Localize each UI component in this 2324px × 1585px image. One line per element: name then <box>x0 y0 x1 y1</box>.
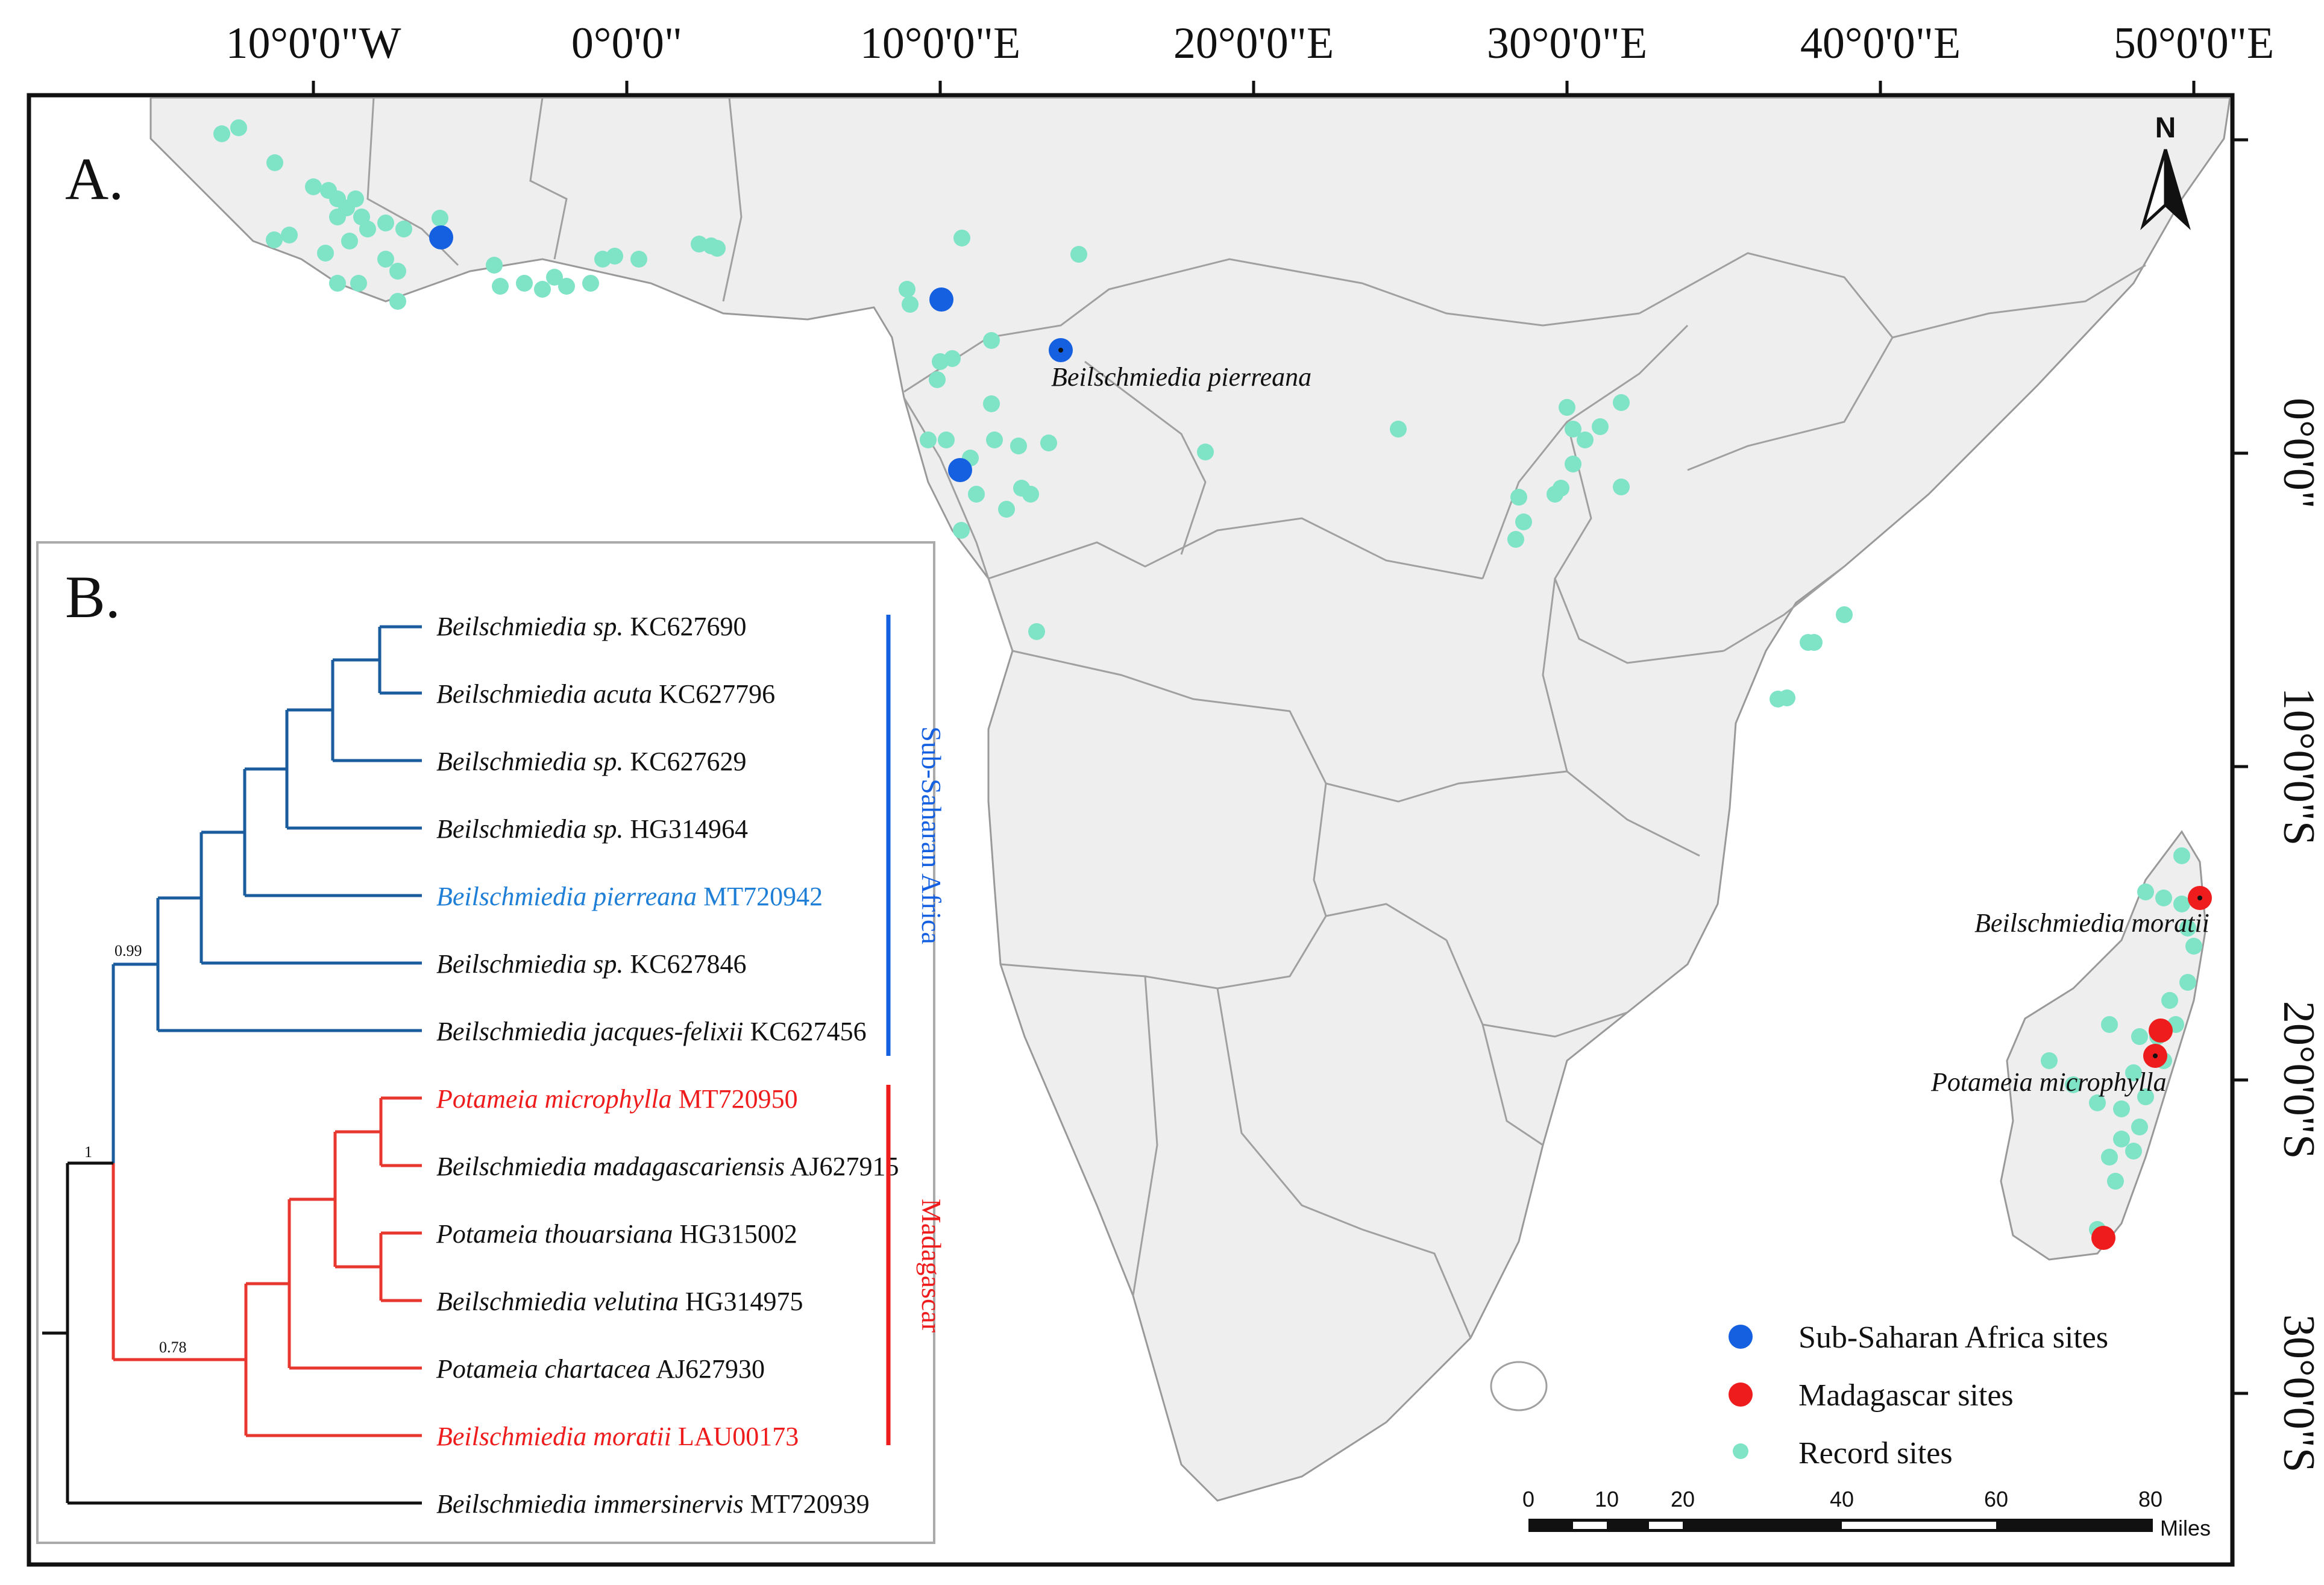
lon-label: 10°0'0"W <box>226 19 401 68</box>
scale-tick: 80 <box>2138 1487 2162 1511</box>
support-value: 0.78 <box>159 1339 187 1356</box>
tip-label: Beilschmiedia immersinervis MT720939 <box>436 1489 870 1519</box>
site-ssa-3 <box>948 458 972 482</box>
panel-a-label: A. <box>65 145 124 212</box>
tip-label: Beilschmiedia sp. HG314964 <box>436 814 748 844</box>
tree-branches-outgroup <box>42 1161 422 1505</box>
support-value: 1 <box>84 1143 92 1161</box>
tip-label: Beilschmiedia sp. KC627846 <box>436 949 747 979</box>
legend-swatch-ssa <box>1729 1325 1753 1349</box>
panel-b-label: B. <box>65 563 121 630</box>
legend-swatch-madagascar <box>1729 1383 1753 1407</box>
lat-label: 30°0'0"S <box>2274 1314 2323 1472</box>
tip-label: Beilschmiedia jacques-felixii KC627456 <box>436 1017 867 1046</box>
legend-swatch-record <box>1733 1443 1748 1459</box>
tip-label-highlight: Beilschmiedia pierreana MT720942 <box>436 882 823 911</box>
legend-label-ssa: Sub-Saharan Africa sites <box>1798 1320 2108 1355</box>
callout-pierreana: Beilschmiedia pierreana <box>1051 362 1311 392</box>
top-axis-labels: 10°0'0"W 0°0'0" 10°0'0"E 20°0'0"E 30°0'0… <box>226 19 2275 68</box>
site-ssa-1 <box>429 225 453 250</box>
lon-label: 30°0'0"E <box>1487 19 1647 68</box>
top-axis <box>312 81 2196 95</box>
lon-label: 20°0'0"E <box>1173 19 1334 68</box>
madagascar-sites <box>2091 886 2212 1250</box>
tip-labels: Beilschmiedia sp. KC627690 Beilschmiedia… <box>436 612 899 1519</box>
legend-label-record: Record sites <box>1798 1436 1953 1470</box>
lon-label: 0°0'0" <box>571 19 682 68</box>
north-arrow-icon: N <box>2140 112 2191 230</box>
callout-moratii: Beilschmiedia moratii <box>1974 908 2209 938</box>
clade-label-sub-saharan: Sub-Saharan Africa <box>916 726 947 944</box>
madagascar-landmass <box>2000 830 2207 1261</box>
legend-label-madagascar: Madagascar sites <box>1798 1378 2014 1413</box>
tip-label: Beilschmiedia sp. KC627629 <box>436 747 747 776</box>
legend: Sub-Saharan Africa sites Madagascar site… <box>1729 1320 2108 1470</box>
tip-label: Beilschmiedia sp. KC627690 <box>436 612 747 641</box>
lat-label: 10°0'0"S <box>2274 688 2323 846</box>
scale-tick: 20 <box>1671 1487 1695 1511</box>
tip-label: Beilschmiedia madagascariensis AJ627915 <box>436 1152 899 1181</box>
scale-tick: 60 <box>1984 1487 2008 1511</box>
tip-label: Beilschmiedia acuta KC627796 <box>436 679 775 709</box>
phylogeny-panel-b: B. <box>36 541 947 1544</box>
sub-saharan-sites <box>429 225 1073 482</box>
lon-label: 10°0'0"E <box>860 19 1020 68</box>
lon-label: 50°0'0"E <box>2114 19 2274 68</box>
callout-microphylla: Potameia microphylla <box>1930 1067 2167 1097</box>
country-borders <box>366 98 2146 1411</box>
lat-label: 20°0'0"S <box>2274 1001 2323 1159</box>
record-sites <box>213 119 2202 1238</box>
tip-label: Potameia chartacea AJ627930 <box>436 1354 765 1384</box>
scale-bar: 0 10 20 40 60 80 Miles <box>1522 1487 2211 1540</box>
lon-label: 40°0'0"E <box>1800 19 1961 68</box>
scale-unit: Miles <box>2160 1516 2211 1540</box>
scale-tick: 0 <box>1522 1487 1534 1511</box>
site-ssa-2 <box>929 287 953 312</box>
tree-branches-sub-saharan <box>111 625 422 1163</box>
scale-tick: 40 <box>1830 1487 1854 1511</box>
site-mad-2 <box>2091 1226 2115 1250</box>
tip-label: Beilschmiedia velutina HG314975 <box>436 1287 803 1316</box>
africa-landmass <box>149 98 2230 1502</box>
tip-label: Potameia thouarsiana HG315002 <box>436 1219 797 1249</box>
north-letter: N <box>2155 112 2176 144</box>
site-mad-1 <box>2149 1018 2173 1043</box>
panel-b-box <box>36 541 935 1544</box>
tip-label-highlight: Beilschmiedia moratii LAU00173 <box>436 1422 799 1451</box>
tip-label-highlight: Potameia microphylla MT720950 <box>436 1084 798 1114</box>
right-axis <box>2232 138 2248 1395</box>
map-panel-a <box>149 98 2230 1502</box>
clade-label-madagascar: Madagascar <box>916 1199 947 1332</box>
right-axis-labels: 0°0'0" 10°0'0"S 20°0'0"S 30°0'0"S <box>2274 398 2323 1472</box>
tree-branches-madagascar <box>111 1096 422 1437</box>
scale-tick: 10 <box>1595 1487 1619 1511</box>
lat-label: 0°0'0" <box>2274 398 2323 509</box>
support-value: 0.99 <box>115 942 142 959</box>
